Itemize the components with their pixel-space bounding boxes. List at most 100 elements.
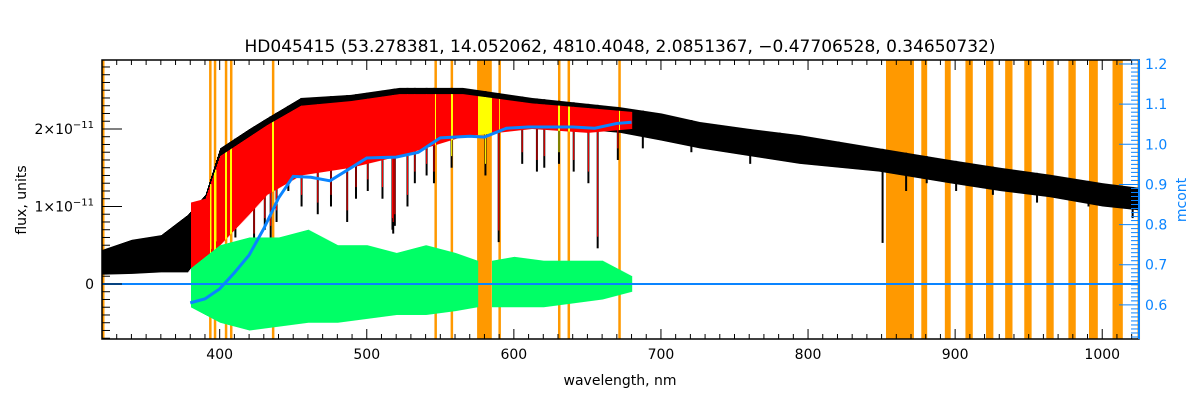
model-flux-column bbox=[610, 110, 612, 131]
observed-flux-column bbox=[997, 167, 999, 191]
observed-flux-column bbox=[695, 121, 697, 148]
observed-flux-column bbox=[869, 146, 871, 171]
residual-column bbox=[315, 233, 317, 323]
observed-flux-column bbox=[740, 127, 742, 155]
observed-flux-column bbox=[668, 115, 670, 143]
model-flux-column bbox=[380, 96, 382, 161]
model-flux-column bbox=[507, 100, 509, 132]
residual-column bbox=[590, 260, 592, 302]
model-flux-column bbox=[520, 101, 522, 131]
observed-flux-column bbox=[1084, 180, 1086, 204]
residual-column bbox=[290, 234, 292, 326]
observed-flux-column bbox=[157, 235, 159, 273]
observed-flux-column bbox=[1131, 186, 1133, 210]
observed-flux-column bbox=[918, 154, 920, 179]
observed-flux-column bbox=[1018, 170, 1020, 194]
observed-flux-column bbox=[730, 126, 732, 154]
residual-column bbox=[328, 240, 330, 323]
model-flux-column bbox=[236, 145, 238, 229]
residual-column bbox=[608, 263, 610, 298]
model-flux-column bbox=[439, 94, 441, 144]
observed-flux-column bbox=[862, 145, 864, 170]
observed-flux-column bbox=[1049, 174, 1051, 198]
residual-column bbox=[330, 241, 332, 323]
observed-flux-column bbox=[1093, 181, 1095, 205]
observed-flux-column bbox=[188, 214, 190, 272]
residual-column bbox=[266, 237, 268, 329]
model-flux-column bbox=[208, 189, 210, 258]
observed-flux-column bbox=[830, 140, 832, 167]
observed-flux-column bbox=[1053, 175, 1055, 198]
observed-flux-column bbox=[1108, 183, 1110, 208]
observed-flux-column bbox=[987, 165, 989, 190]
model-flux-column bbox=[454, 94, 456, 140]
model-flux-column bbox=[328, 103, 330, 172]
observed-flux-column bbox=[867, 146, 869, 171]
residual-column bbox=[616, 268, 618, 296]
observed-flux-column bbox=[1094, 181, 1096, 206]
observed-flux-column bbox=[894, 150, 896, 175]
observed-flux-column bbox=[757, 129, 759, 158]
model-flux-column bbox=[216, 166, 218, 250]
observed-flux-column bbox=[111, 246, 113, 275]
model-flux-column bbox=[616, 110, 618, 131]
observed-flux-column bbox=[979, 164, 981, 188]
observed-flux-column bbox=[103, 249, 105, 275]
model-flux-column bbox=[406, 94, 408, 154]
observed-flux-column bbox=[748, 128, 750, 156]
absorption-line bbox=[1087, 180, 1090, 207]
observed-flux-column bbox=[797, 134, 799, 164]
y2-tick-label: 1.2 bbox=[1145, 57, 1167, 73]
observed-flux-column bbox=[121, 243, 123, 275]
residual-column bbox=[586, 260, 588, 302]
observed-flux-column bbox=[829, 140, 831, 167]
observed-flux-column bbox=[137, 238, 139, 274]
observed-flux-column bbox=[134, 239, 136, 274]
observed-flux-column bbox=[644, 110, 646, 138]
model-flux-column bbox=[508, 100, 510, 132]
model-flux-column bbox=[259, 130, 261, 204]
residual-column bbox=[615, 267, 617, 297]
model-flux-column bbox=[575, 107, 577, 132]
model-flux-column bbox=[334, 102, 336, 171]
model-flux-column bbox=[306, 105, 308, 175]
residual-column bbox=[574, 260, 576, 304]
residual-column bbox=[572, 260, 574, 304]
model-flux-column bbox=[533, 103, 535, 130]
residual-column bbox=[369, 245, 371, 319]
observed-flux-column bbox=[633, 109, 635, 136]
residual-column bbox=[302, 231, 304, 324]
observed-flux-column bbox=[781, 132, 783, 162]
masked-model-column bbox=[568, 106, 570, 132]
model-flux-column bbox=[404, 94, 406, 155]
residual-column bbox=[265, 237, 267, 329]
model-flux-column bbox=[350, 101, 352, 168]
observed-flux-column bbox=[1048, 174, 1050, 198]
residual-column bbox=[520, 257, 522, 308]
residual-column bbox=[420, 246, 422, 315]
observed-flux-column bbox=[756, 129, 758, 158]
observed-flux-column bbox=[181, 219, 183, 273]
residual-column bbox=[282, 236, 284, 327]
residual-column bbox=[575, 260, 577, 304]
model-flux-column bbox=[223, 153, 225, 242]
observed-flux-column bbox=[1065, 177, 1067, 200]
observed-flux-column bbox=[814, 137, 816, 166]
observed-flux-column bbox=[1007, 168, 1009, 192]
model-flux-column bbox=[613, 110, 615, 131]
observed-flux-column bbox=[1085, 180, 1087, 204]
residual-column bbox=[431, 246, 433, 315]
observed-flux-column bbox=[1117, 185, 1119, 209]
model-flux-column bbox=[586, 107, 588, 133]
observed-flux-column bbox=[164, 232, 166, 273]
model-flux-column bbox=[222, 154, 224, 243]
observed-flux-column bbox=[946, 159, 948, 183]
observed-flux-column bbox=[1092, 181, 1094, 205]
model-flux-column bbox=[462, 94, 464, 137]
residual-column bbox=[363, 245, 365, 320]
residual-column bbox=[591, 260, 593, 301]
residual-column bbox=[445, 250, 447, 313]
observed-flux-column bbox=[776, 132, 778, 161]
observed-flux-column bbox=[655, 112, 657, 140]
model-flux-column bbox=[601, 109, 603, 132]
